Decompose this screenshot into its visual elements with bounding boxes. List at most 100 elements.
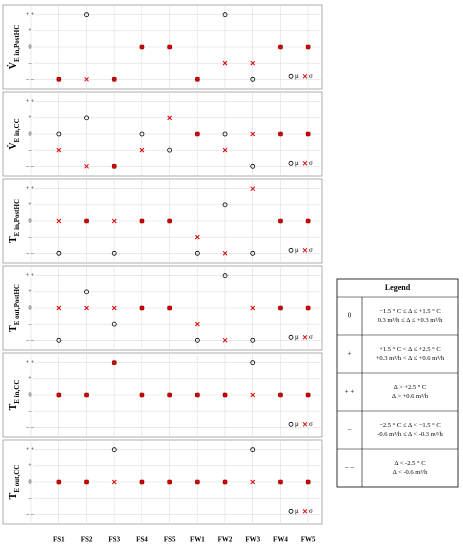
y-axis-label-sub: E in,CC bbox=[13, 118, 21, 142]
y-tick-label: + bbox=[28, 463, 32, 469]
legend-mu-symbol bbox=[288, 508, 294, 514]
legend-mu: μ bbox=[295, 333, 299, 341]
y-tick-label: + + bbox=[26, 12, 35, 18]
x-tick-label: FW2 bbox=[218, 536, 233, 544]
y-tick-label: – – bbox=[25, 77, 35, 83]
sigma-marker bbox=[278, 305, 283, 311]
y-tick-label: – bbox=[28, 235, 33, 241]
legend-description: −1.5 ° C ≤ Δ ≤ +1.5 ° C bbox=[379, 308, 440, 315]
sigma-marker bbox=[139, 44, 145, 50]
sigma-marker bbox=[111, 163, 117, 169]
sigma-marker bbox=[278, 479, 283, 485]
x-tick-label: FS3 bbox=[108, 536, 120, 544]
sigma-marker bbox=[139, 392, 145, 398]
sigma-marker bbox=[111, 360, 117, 366]
sigma-marker bbox=[278, 218, 283, 224]
sigma-marker bbox=[305, 392, 311, 398]
sigma-marker bbox=[194, 479, 200, 485]
y-axis-label-main: T bbox=[8, 236, 19, 243]
x-tick-label: FW4 bbox=[273, 536, 288, 544]
legend-description: Δ > +2.5 ° C bbox=[394, 384, 427, 391]
mu-marker bbox=[250, 360, 256, 366]
y-tick-label: – bbox=[28, 61, 33, 67]
y-axis-label: TE out,CC bbox=[8, 465, 20, 500]
y-axis-label-sub: E in,PostHC bbox=[13, 199, 21, 236]
y-axis-label-main: V̇ bbox=[7, 61, 20, 69]
legend-description: −2.5 ° C ≤ Δ < −1.5 ° C bbox=[379, 422, 441, 429]
y-axis-label-sub: E in,CC bbox=[13, 380, 21, 404]
y-axis-label: V̇E in,PostHC bbox=[7, 25, 21, 70]
y-tick-label: + bbox=[28, 28, 32, 34]
y-tick-label: – – bbox=[25, 251, 35, 257]
x-tick-label: FW5 bbox=[301, 536, 316, 544]
sigma-marker bbox=[194, 234, 200, 240]
sigma-marker bbox=[167, 479, 173, 485]
y-tick-label: – bbox=[28, 148, 33, 154]
sigma-marker bbox=[139, 147, 145, 153]
sigma-marker bbox=[222, 392, 228, 398]
sigma-marker bbox=[194, 321, 200, 327]
y-axis-label-main: T bbox=[8, 492, 19, 499]
y-tick-label: – – bbox=[25, 425, 35, 431]
sigma-marker bbox=[167, 115, 173, 121]
mu-marker bbox=[250, 447, 256, 453]
legend-symbol: 0 bbox=[348, 312, 352, 320]
y-axis-label-main: T bbox=[8, 325, 19, 332]
sigma-marker bbox=[305, 305, 311, 311]
x-tick-label: FS4 bbox=[136, 536, 148, 544]
sigma-marker bbox=[139, 305, 145, 311]
legend-sigma: σ bbox=[309, 507, 313, 515]
legend-description: +0.3 m³/h < Δ ≤ +0.6 m³/h bbox=[376, 355, 445, 362]
sigma-marker bbox=[250, 186, 256, 192]
y-tick-label: 0 bbox=[29, 305, 32, 311]
sigma-marker bbox=[305, 218, 311, 224]
legend-sigma-symbol bbox=[302, 160, 308, 166]
sigma-marker bbox=[84, 392, 89, 398]
sigma-marker bbox=[111, 305, 117, 311]
legend-table-frame bbox=[336, 278, 459, 488]
mu-marker bbox=[222, 131, 228, 137]
sigma-marker bbox=[222, 479, 228, 485]
y-tick-label: + + bbox=[26, 447, 35, 453]
y-axis-label-sub: E out,CC bbox=[13, 465, 21, 493]
y-tick-label: + + bbox=[26, 273, 35, 279]
sigma-marker bbox=[305, 131, 311, 137]
x-tick-label: FS2 bbox=[81, 536, 93, 544]
y-tick-label: – – bbox=[25, 164, 35, 170]
x-tick-label: FW3 bbox=[245, 536, 260, 544]
sigma-marker bbox=[222, 60, 228, 66]
y-tick-label: – bbox=[28, 322, 33, 328]
legend-description: Δ < -2.5 ° C bbox=[394, 460, 425, 467]
y-tick-label: + + bbox=[26, 99, 35, 105]
y-tick-label: – – bbox=[25, 512, 35, 518]
sigma-marker bbox=[167, 218, 173, 224]
legend-mu-symbol bbox=[288, 247, 294, 253]
mu-marker bbox=[56, 337, 62, 343]
legend-mu: μ bbox=[295, 420, 299, 428]
sigma-marker bbox=[250, 305, 256, 311]
legend-symbol: + + bbox=[345, 388, 355, 396]
y-tick-label: 0 bbox=[29, 479, 32, 485]
sigma-marker bbox=[305, 479, 311, 485]
y-tick-label: + bbox=[28, 289, 32, 295]
mu-marker bbox=[84, 12, 89, 18]
legend-description: Δ > +0.6 m³/h bbox=[392, 393, 429, 400]
mu-marker bbox=[250, 337, 256, 343]
sigma-marker bbox=[139, 479, 145, 485]
y-axis-label-main: T bbox=[8, 403, 19, 410]
mu-marker bbox=[167, 147, 173, 153]
sigma-marker bbox=[250, 392, 256, 398]
mu-marker bbox=[250, 76, 256, 82]
y-tick-label: – bbox=[28, 496, 33, 502]
mu-marker bbox=[56, 250, 62, 256]
mu-marker bbox=[84, 115, 89, 121]
legend-sigma: σ bbox=[309, 333, 313, 341]
sigma-marker bbox=[167, 392, 173, 398]
y-axis-label-sub: E out,PostHC bbox=[13, 284, 21, 325]
sigma-marker bbox=[194, 131, 200, 137]
x-tick-label: FS1 bbox=[53, 536, 65, 544]
sigma-marker bbox=[278, 131, 283, 137]
y-axis-label: V̇E in,CC bbox=[7, 118, 21, 149]
sigma-marker bbox=[111, 218, 117, 224]
